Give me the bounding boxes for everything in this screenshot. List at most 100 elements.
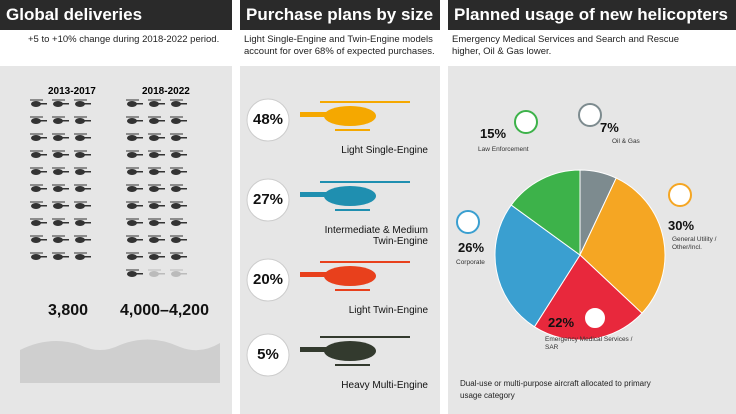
pie-slice [579, 177, 666, 314]
title: Planned usage of new helicopters [448, 0, 736, 30]
helicopter [300, 336, 410, 366]
size-label: Light Single-Engine [341, 145, 428, 156]
heli-icon [30, 116, 47, 124]
heli-tail [84, 103, 91, 105]
heli-icon [30, 133, 47, 141]
heli-tail [180, 188, 187, 190]
heli-tail [136, 239, 143, 241]
usage-percent: 22% [548, 315, 575, 330]
heli-body [149, 186, 159, 192]
usage-label: General Utility / Other/Incl. [672, 236, 717, 251]
heli-tail [300, 192, 340, 197]
heli-icon [74, 167, 91, 175]
heli-icon [126, 252, 143, 260]
heli-icon [74, 218, 91, 226]
heli-body [31, 101, 41, 107]
heli-icon [148, 235, 165, 243]
heli-icon [126, 150, 143, 158]
percent-circle [246, 333, 290, 377]
heli-icon [148, 150, 165, 158]
usage-label: Law Enforcement [478, 146, 529, 153]
heli-tail [62, 239, 69, 241]
heli-tail [84, 120, 91, 122]
heli-body [31, 135, 41, 141]
heli-body [75, 152, 85, 158]
heli-tail [180, 205, 187, 207]
heli-tail [158, 103, 165, 105]
heli-tail [180, 103, 187, 105]
heli-tail [136, 256, 143, 258]
heli-icon [170, 116, 187, 124]
heli-tail [180, 120, 187, 122]
heli-tail [136, 154, 143, 156]
heli-body [324, 266, 376, 286]
heli-icon [126, 184, 143, 192]
heli-tail [136, 222, 143, 224]
heli-icon [148, 269, 165, 277]
title: Global deliveries [0, 0, 232, 30]
heli-body [149, 271, 159, 277]
heli-tail [180, 273, 187, 275]
percent: 5% [257, 346, 279, 363]
heli-tail [180, 171, 187, 173]
heli-tail [136, 103, 143, 105]
heli-tail [40, 188, 47, 190]
subtitle: Emergency Medical Services and Search an… [452, 34, 680, 57]
heli-body [149, 203, 159, 209]
heli-body [75, 135, 85, 141]
heli-icon [30, 150, 47, 158]
heli-body [53, 254, 63, 260]
size-label: Light Twin-Engine [348, 305, 428, 316]
heli-icon [126, 116, 143, 124]
heli-tail [40, 103, 47, 105]
percent-circle [246, 178, 290, 222]
helicopter [300, 261, 410, 291]
percent: 48% [252, 111, 284, 128]
heli-body [127, 169, 137, 175]
heli-tail [136, 273, 143, 275]
heli-body [75, 220, 85, 226]
heli-body [31, 237, 41, 243]
heli-body [75, 186, 85, 192]
size-label: Heavy Multi-Engine [341, 380, 428, 391]
heli-icon [126, 269, 143, 277]
heli-body [31, 169, 41, 175]
heli-tail [40, 120, 47, 122]
heli-body [149, 101, 159, 107]
heli-tail [136, 171, 143, 173]
heli-body [171, 220, 181, 226]
heli-tail [158, 222, 165, 224]
heli-tail [158, 273, 165, 275]
map [20, 339, 220, 383]
heli-tail [84, 256, 91, 258]
heli-tail [300, 347, 340, 352]
usage-icon [578, 103, 602, 127]
heli-body [75, 254, 85, 260]
heli-body [127, 135, 137, 141]
heli-icon [30, 235, 47, 243]
period-label: 2018-2022 [142, 86, 190, 97]
heli-body [53, 169, 63, 175]
note: Dual-use or multi-purpose aircraft alloc… [460, 379, 651, 400]
usage-label: Emergency Medical Services / SAR [545, 336, 633, 351]
heli-icon [52, 252, 69, 260]
heli-icon [148, 167, 165, 175]
heli-tail [158, 171, 165, 173]
heli-tail [300, 272, 340, 277]
heli-body [171, 186, 181, 192]
heli-tail [84, 154, 91, 156]
usage-icon [456, 210, 480, 234]
heli-icon [52, 150, 69, 158]
percent: 27% [252, 191, 284, 208]
heli-body [53, 220, 63, 226]
heli-icon [74, 235, 91, 243]
heli-tail [40, 256, 47, 258]
heli-icon [170, 218, 187, 226]
heli-tail [158, 239, 165, 241]
heli-icon [148, 201, 165, 209]
heli-body [75, 169, 85, 175]
heli-tail [158, 188, 165, 190]
pie-slice [510, 169, 581, 256]
